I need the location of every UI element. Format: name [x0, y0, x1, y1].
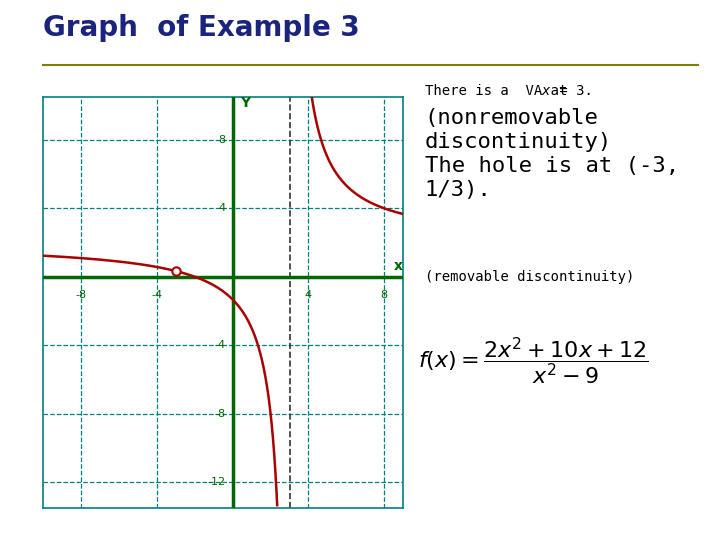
- Text: (removable discontinuity): (removable discontinuity): [425, 270, 634, 284]
- Text: 8: 8: [381, 291, 388, 300]
- Text: -4: -4: [214, 340, 225, 350]
- Text: -8: -8: [76, 291, 86, 300]
- Text: $f(x)=\dfrac{2x^2+10x+12}{x^2-9}$: $f(x)=\dfrac{2x^2+10x+12}{x^2-9}$: [418, 335, 649, 387]
- Text: Y: Y: [240, 97, 251, 111]
- Text: (nonremovable
discontinuity)
The hole is at (-3,
1/3).: (nonremovable discontinuity) The hole is…: [425, 108, 679, 200]
- Text: -8: -8: [214, 409, 225, 419]
- Text: -4: -4: [151, 291, 163, 300]
- Text: = 3.: = 3.: [551, 84, 593, 98]
- Text: 4: 4: [218, 204, 225, 213]
- Text: x: x: [394, 259, 402, 273]
- Text: 8: 8: [218, 135, 225, 145]
- Text: x: x: [541, 84, 550, 98]
- Text: -12: -12: [207, 477, 225, 487]
- Text: There is a  VA at: There is a VA at: [425, 84, 575, 98]
- Text: Graph  of Example 3: Graph of Example 3: [43, 14, 360, 42]
- Text: 4: 4: [305, 291, 312, 300]
